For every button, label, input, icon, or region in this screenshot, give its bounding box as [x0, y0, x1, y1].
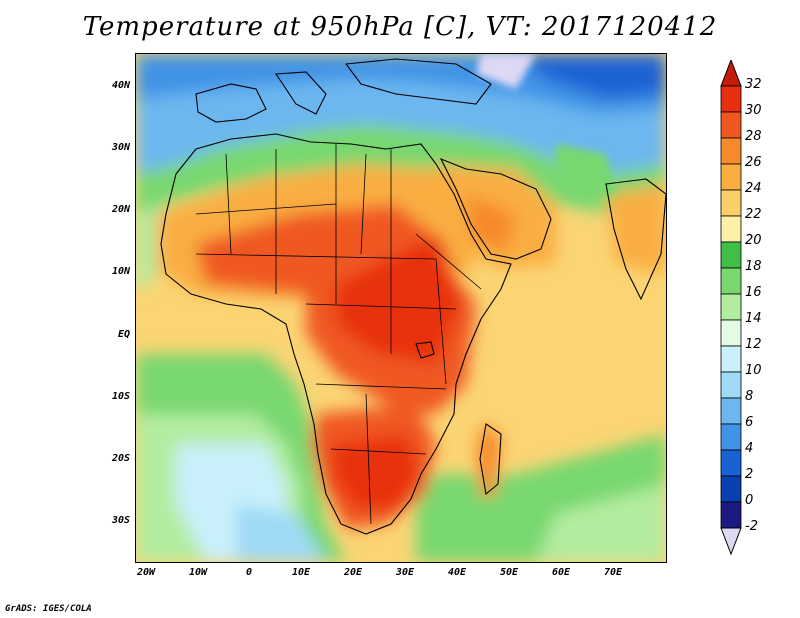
cbar-label-16: 16 [745, 285, 762, 300]
lat-label-30n: 30N [111, 142, 130, 153]
map-title: Temperature at 950hPa [C], VT: 201712041… [82, 12, 718, 42]
africa-coastline [160, 133, 512, 535]
colorbar-bottom-arrow [720, 527, 742, 556]
central-africa-hotter [336, 234, 461, 364]
lon-label-0: 0 [245, 567, 253, 578]
lon-label-40e: 40E [447, 567, 467, 578]
lon-label-10w: 10W [188, 567, 208, 578]
lat-label-10n: 10N [111, 266, 130, 277]
iberia-coastline [195, 83, 267, 123]
arabia-coastline [439, 157, 552, 260]
cbar-label-20: 20 [745, 233, 762, 248]
lon-label-20e: 20E [343, 567, 363, 578]
cbar-label-14: 14 [745, 311, 762, 326]
temperature-map [135, 53, 667, 563]
lat-label-20s: 20S [111, 453, 130, 464]
cbar-label-28: 28 [745, 129, 762, 144]
colorbar-segment [720, 449, 742, 477]
cbar-label-26: 26 [745, 155, 762, 170]
grads-credit: GrADS: IGES/COLA [5, 604, 92, 614]
cbar-label-24: 24 [745, 181, 762, 196]
colorbar-segment [720, 345, 742, 373]
lon-label-30e: 30E [395, 567, 415, 578]
iran-green [556, 144, 616, 194]
cbar-label-32: 32 [745, 77, 762, 92]
lat-label-40n: 40N [111, 80, 130, 91]
colorbar-segment [720, 163, 742, 191]
lon-label-70e: 70E [603, 567, 623, 578]
cbar-label-4: 4 [745, 441, 754, 456]
lon-label-20w: 20W [136, 567, 156, 578]
cbar-label-8: 8 [745, 389, 754, 404]
colorbar-segment [720, 85, 742, 113]
india-coastline [605, 178, 666, 301]
colorbar-segment [720, 293, 742, 321]
colorbar-segment [720, 397, 742, 425]
coastlines [160, 58, 666, 535]
colorbar-segment [720, 501, 742, 529]
madagascar-coastline [479, 423, 502, 496]
colorbar-segment [720, 371, 742, 399]
colorbar-segment [720, 215, 742, 243]
colorbar-segment [720, 111, 742, 139]
cbar-label-12: 12 [745, 337, 762, 352]
arabia-hot [466, 194, 516, 254]
cbar-label-0: 0 [745, 493, 754, 508]
lat-label-30s: 30S [111, 515, 130, 526]
lat-label-20n: 20N [111, 204, 130, 215]
cbar-label-30: 30 [745, 103, 762, 118]
lon-label-60e: 60E [551, 567, 571, 578]
lat-label-eq: EQ [117, 329, 130, 340]
caucasus-coldest [476, 54, 536, 89]
lon-label-50e: 50E [499, 567, 519, 578]
colorbar-segment [720, 189, 742, 217]
cbar-label-2: 2 [745, 467, 754, 482]
north-colder-region [136, 54, 666, 114]
cbar-label-6: 6 [745, 415, 754, 430]
lon-label-10e: 10E [291, 567, 311, 578]
map-field-svg [136, 54, 666, 562]
turkey-coastline [344, 58, 492, 105]
south-atlantic-colder [236, 504, 326, 562]
cbar-label-18: 18 [745, 259, 762, 274]
colorbar-segment [720, 267, 742, 295]
lat-label-10s: 10S [111, 391, 130, 402]
colorbar-segment [720, 319, 742, 347]
cbar-label-22: 22 [745, 207, 762, 222]
colorbar-segment [720, 423, 742, 451]
cbar-label-minus2: -2 [745, 519, 758, 534]
colorbar-segment [720, 241, 742, 269]
country-borders [195, 144, 482, 525]
italy-coastline [275, 71, 327, 115]
colorbar-segment [720, 475, 742, 503]
lake-victoria [415, 341, 435, 359]
colorbar [720, 60, 742, 556]
colorbar-segment [720, 137, 742, 165]
north-coldest-region [516, 54, 666, 99]
south-indian-light [536, 484, 666, 562]
cbar-label-10: 10 [745, 363, 762, 378]
colorbar-top-arrow [720, 60, 742, 87]
